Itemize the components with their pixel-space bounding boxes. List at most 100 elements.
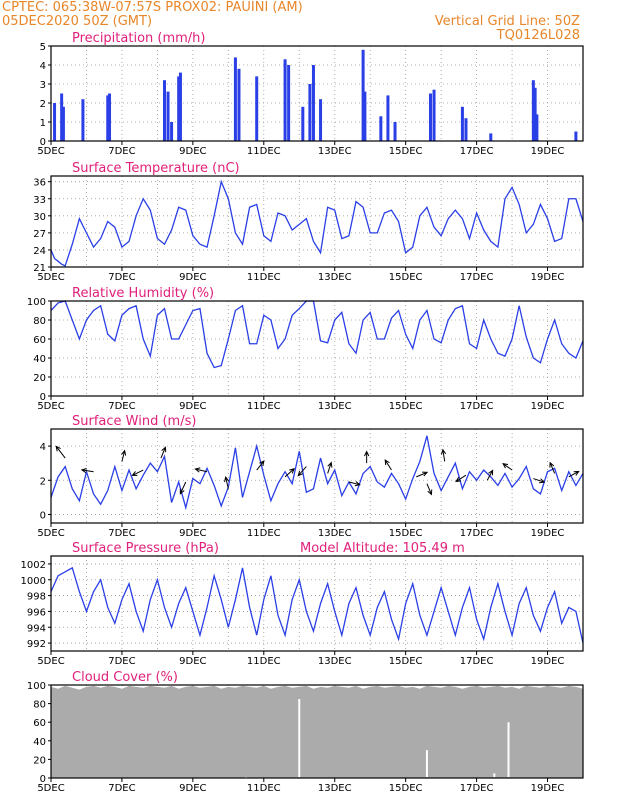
x-tick-label: 9DEC — [179, 146, 206, 157]
precip-bar — [308, 84, 312, 141]
x-tick-label: 9DEC — [179, 783, 206, 794]
y-tick-label: 0 — [40, 510, 46, 521]
precip-bar — [166, 91, 170, 141]
y-tick-label: 998 — [27, 592, 46, 603]
x-tick-label: 19DEC — [531, 146, 565, 157]
precip-bar — [108, 93, 112, 141]
precip-bar — [60, 93, 64, 141]
wind-arrow — [55, 445, 66, 459]
x-tick-label: 9DEC — [179, 528, 206, 539]
panel-frame — [50, 555, 584, 652]
panel-frame — [50, 428, 584, 524]
precip-bar — [255, 76, 259, 141]
x-tick-label: 7DEC — [108, 783, 135, 794]
panel-frame — [50, 45, 584, 142]
x-tick-label: 11DEC — [247, 656, 281, 667]
panel-title: Surface Temperature (nC) — [72, 161, 240, 176]
y-tick-label: 2 — [40, 476, 46, 487]
x-tick-label: 7DEC — [108, 528, 135, 539]
x-tick-label: 9DEC — [179, 401, 206, 412]
x-tick-label: 7DEC — [108, 656, 135, 667]
y-tick-label: 20 — [33, 373, 46, 384]
panel-frame — [50, 684, 584, 779]
wind-arrow — [194, 467, 208, 473]
wind-arrow — [179, 481, 187, 495]
model-altitude-label: Model Altitude: 105.49 m — [300, 541, 465, 556]
x-tick-label: 15DEC — [389, 272, 423, 283]
wind-arrow — [256, 460, 265, 471]
x-tick-label: 5DEC — [37, 656, 64, 667]
cloud-cover-area — [51, 685, 583, 778]
y-tick-label: 994 — [27, 623, 46, 634]
precip-bar — [106, 95, 110, 141]
wind-arrow — [348, 481, 361, 487]
wind-arrow — [384, 459, 392, 471]
wind-arrow — [121, 449, 127, 462]
series-line — [50, 435, 584, 511]
precip-bar — [574, 131, 578, 141]
wind-arrow — [568, 470, 580, 478]
x-tick-label: 17DEC — [460, 528, 494, 539]
x-tick-label: 5DEC — [37, 272, 64, 283]
x-tick-label: 17DEC — [460, 783, 494, 794]
wind-arrow — [364, 450, 370, 464]
x-tick-label: 13DEC — [318, 272, 352, 283]
precip-bar — [393, 122, 397, 141]
precip-bar — [170, 122, 174, 141]
header-model-code: TQ0126L028 — [496, 28, 580, 43]
wind-arrow — [502, 463, 513, 471]
precip-bar — [361, 49, 365, 141]
precip-bar — [287, 65, 291, 141]
x-tick-label: 17DEC — [460, 146, 494, 157]
x-tick-label: 19DEC — [531, 272, 565, 283]
x-tick-label: 5DEC — [37, 783, 64, 794]
precip-bar — [283, 59, 287, 141]
y-tick-label: 36 — [33, 178, 46, 189]
x-tick-label: 7DEC — [108, 272, 135, 283]
x-tick-label: 15DEC — [389, 146, 423, 157]
header-date: 05DEC2020 50Z (GMT) — [2, 14, 153, 29]
y-tick-label: 1000 — [21, 576, 46, 587]
x-tick-label: 15DEC — [389, 783, 423, 794]
precip-bar — [464, 118, 468, 141]
precip-bar — [162, 80, 166, 141]
x-tick-label: 19DEC — [531, 401, 565, 412]
y-tick-label: 60 — [33, 335, 46, 346]
wind-arrow — [284, 467, 295, 478]
y-tick-label: 30 — [33, 212, 46, 223]
wind-arrow — [224, 475, 230, 489]
precip-bar — [311, 65, 315, 141]
x-tick-label: 13DEC — [318, 146, 352, 157]
x-tick-label: 11DEC — [247, 783, 281, 794]
x-tick-label: 11DEC — [247, 272, 281, 283]
y-tick-label: 0 — [40, 137, 46, 148]
precip-bar — [428, 93, 432, 141]
y-tick-label: 27 — [33, 229, 46, 240]
y-tick-label: 996 — [27, 607, 46, 618]
panel-title: Surface Wind (m/s) — [72, 414, 196, 429]
header-line1: CPTEC: 065:38W-07:57S PROX02: PAUINI (AM… — [2, 0, 303, 15]
x-tick-label: 7DEC — [108, 146, 135, 157]
precip-bar — [531, 80, 535, 141]
y-tick-label: 20 — [33, 755, 46, 766]
panel-title: Surface Pressure (hPa) — [72, 541, 219, 556]
x-tick-label: 5DEC — [37, 146, 64, 157]
precip-bar — [379, 116, 383, 141]
panel-title: Cloud Cover (%) — [72, 670, 178, 685]
y-tick-label: 80 — [33, 316, 46, 327]
y-tick-label: 3 — [40, 80, 46, 91]
x-tick-label: 13DEC — [318, 656, 352, 667]
x-tick-label: 19DEC — [531, 656, 565, 667]
precip-bar — [53, 103, 57, 141]
y-tick-label: 0 — [40, 774, 46, 785]
precip-bar — [178, 72, 182, 141]
y-tick-label: 5 — [40, 42, 46, 53]
y-tick-label: 4 — [40, 442, 46, 453]
precip-bar — [233, 57, 237, 141]
precip-bar — [237, 68, 241, 141]
x-tick-label: 17DEC — [460, 656, 494, 667]
wind-arrow — [160, 446, 167, 459]
y-tick-label: 24 — [33, 246, 46, 257]
y-tick-label: 1002 — [21, 560, 46, 571]
